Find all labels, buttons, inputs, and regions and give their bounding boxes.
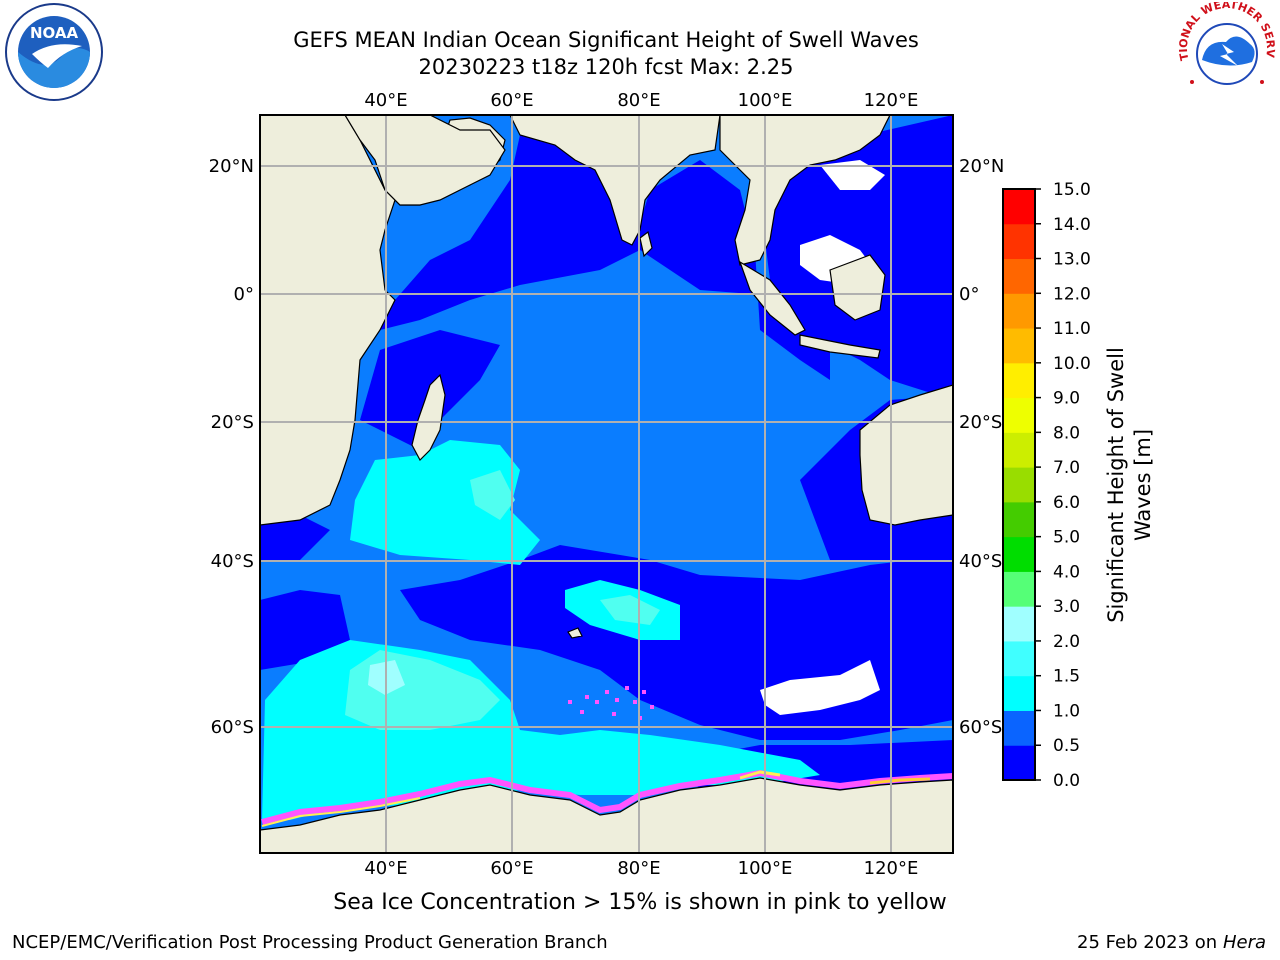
colorbar: 0.0 0.5 1.0 1.5 2.0 3.0 4.0 5.0 6.0 7.0 8.0 9.0 10.0… bbox=[1002, 180, 1091, 791]
colorbar-tick-label: 1.0 bbox=[1053, 701, 1080, 721]
noaa-logo-text: NOAA bbox=[30, 24, 79, 42]
map-frame bbox=[259, 114, 954, 854]
lon-label-bottom: 80°E bbox=[617, 858, 660, 879]
colorbar-swatch bbox=[1003, 432, 1035, 468]
colorbar-swatch bbox=[1003, 189, 1035, 225]
noaa-logo-icon: NOAA bbox=[5, 3, 103, 101]
colorbar-swatch bbox=[1003, 745, 1035, 781]
lon-label-bottom: 40°E bbox=[364, 858, 407, 879]
lat-label-right: 0° bbox=[959, 284, 979, 305]
colorbar-tick-label: 7.0 bbox=[1053, 458, 1080, 478]
colorbar-swatch bbox=[1003, 467, 1035, 503]
graticule bbox=[260, 115, 953, 853]
lon-label-top: 40°E bbox=[364, 90, 407, 111]
colorbar-tick-label: 0.0 bbox=[1053, 771, 1080, 791]
colorbar-frame bbox=[1002, 188, 1036, 781]
lat-label-left: 20°N bbox=[209, 156, 254, 177]
colorbar-tick-label: 6.0 bbox=[1053, 493, 1080, 513]
lon-label-top: 80°E bbox=[617, 90, 660, 111]
map-subtitle: 20230223 t18z 120h fcst Max: 2.25 bbox=[418, 55, 794, 79]
colorbar-tick-label: 8.0 bbox=[1053, 423, 1080, 443]
lat-label-right: 20°N bbox=[959, 156, 1004, 177]
australia-land bbox=[859, 384, 953, 526]
madagascar-land bbox=[411, 373, 446, 461]
colorbar-swatch bbox=[1003, 571, 1035, 607]
footer-date: 25 Feb 2023 on Hera bbox=[1077, 932, 1266, 953]
antarctica-land bbox=[260, 777, 953, 853]
colorbar-swatch bbox=[1003, 293, 1035, 329]
colorbar-tick-label: 13.0 bbox=[1053, 250, 1091, 270]
lat-label-right: 40°S bbox=[959, 551, 1002, 572]
left-lat-labels: 20°N 0° 20°S 40°S 60°S bbox=[209, 156, 254, 738]
colorbar-swatch bbox=[1003, 223, 1035, 260]
colorbar-tick-label: 9.0 bbox=[1053, 389, 1080, 409]
map-plot-area bbox=[260, 115, 953, 853]
masked-regions bbox=[760, 160, 885, 715]
footer-date-text: 25 Feb 2023 on bbox=[1077, 932, 1218, 953]
colorbar-tick-label: 3.0 bbox=[1053, 597, 1080, 617]
top-lon-labels: 40°E 60°E 80°E 100°E 120°E bbox=[364, 90, 918, 111]
lat-label-left: 20°S bbox=[211, 412, 254, 433]
colorbar-swatch bbox=[1003, 397, 1035, 433]
colorbar-tick-label: 12.0 bbox=[1053, 284, 1091, 304]
lon-label-top: 60°E bbox=[490, 90, 533, 111]
lon-label-bottom: 120°E bbox=[864, 858, 919, 879]
footer-host: Hera bbox=[1222, 932, 1266, 953]
colorbar-swatch bbox=[1003, 606, 1035, 642]
colorbar-tick-label: 5.0 bbox=[1053, 528, 1080, 548]
bottom-lon-labels: 40°E 60°E 80°E 100°E 120°E bbox=[364, 858, 918, 879]
colorbar-tick-label: 1.5 bbox=[1053, 667, 1080, 687]
lat-label-left: 60°S bbox=[211, 717, 254, 738]
lon-label-bottom: 100°E bbox=[738, 858, 793, 879]
sea-ice-footnote: Sea Ice Concentration > 15% is shown in … bbox=[333, 890, 947, 915]
colorbar-tick-label: 11.0 bbox=[1053, 319, 1091, 339]
colorbar-swatch bbox=[1003, 640, 1035, 677]
lat-label-left: 40°S bbox=[211, 551, 254, 572]
colorbar-tick-label: 4.0 bbox=[1053, 562, 1080, 582]
colorbar-swatch bbox=[1003, 328, 1035, 364]
colorbar-swatch bbox=[1003, 258, 1035, 294]
lon-label-bottom: 60°E bbox=[490, 858, 533, 879]
southeast-asia-land bbox=[719, 115, 891, 266]
colorbar-swatch bbox=[1003, 362, 1035, 399]
borneo-land bbox=[829, 254, 886, 321]
lat-label-right: 20°S bbox=[959, 412, 1002, 433]
colorbar-swatch bbox=[1003, 501, 1035, 538]
map-title: GEFS MEAN Indian Ocean Significant Heigh… bbox=[293, 28, 919, 52]
colorbar-tick-label: 2.0 bbox=[1053, 632, 1080, 652]
colorbar-tick-label: 15.0 bbox=[1053, 180, 1091, 200]
colorbar-tick-label: 14.0 bbox=[1053, 215, 1091, 235]
kerguelen-land bbox=[567, 627, 583, 639]
lat-label-left: 0° bbox=[234, 284, 254, 305]
lon-label-top: 100°E bbox=[738, 90, 793, 111]
colorbar-label-line2: Waves [m] bbox=[1131, 429, 1155, 541]
colorbar-label-line1: Significant Height of Swell bbox=[1104, 347, 1128, 623]
lat-label-right: 60°S bbox=[959, 717, 1002, 738]
java-land bbox=[799, 334, 881, 359]
sri-lanka-land bbox=[639, 230, 653, 258]
right-lat-labels: 20°N 0° 20°S 40°S 60°S bbox=[959, 156, 1004, 738]
india-land bbox=[509, 115, 721, 246]
footer-credit: NCEP/EMC/Verification Post Processing Pr… bbox=[12, 932, 608, 953]
lon-label-top: 120°E bbox=[864, 90, 919, 111]
colorbar-swatch bbox=[1003, 710, 1035, 746]
colorbar-swatch bbox=[1003, 675, 1035, 711]
nws-logo-icon: NATIONAL WEATHER SERVICE bbox=[1176, 2, 1277, 100]
colorbar-tick-label: 10.0 bbox=[1053, 354, 1091, 374]
colorbar-tick-label: 0.5 bbox=[1053, 736, 1080, 756]
colorbar-swatch bbox=[1003, 536, 1035, 572]
